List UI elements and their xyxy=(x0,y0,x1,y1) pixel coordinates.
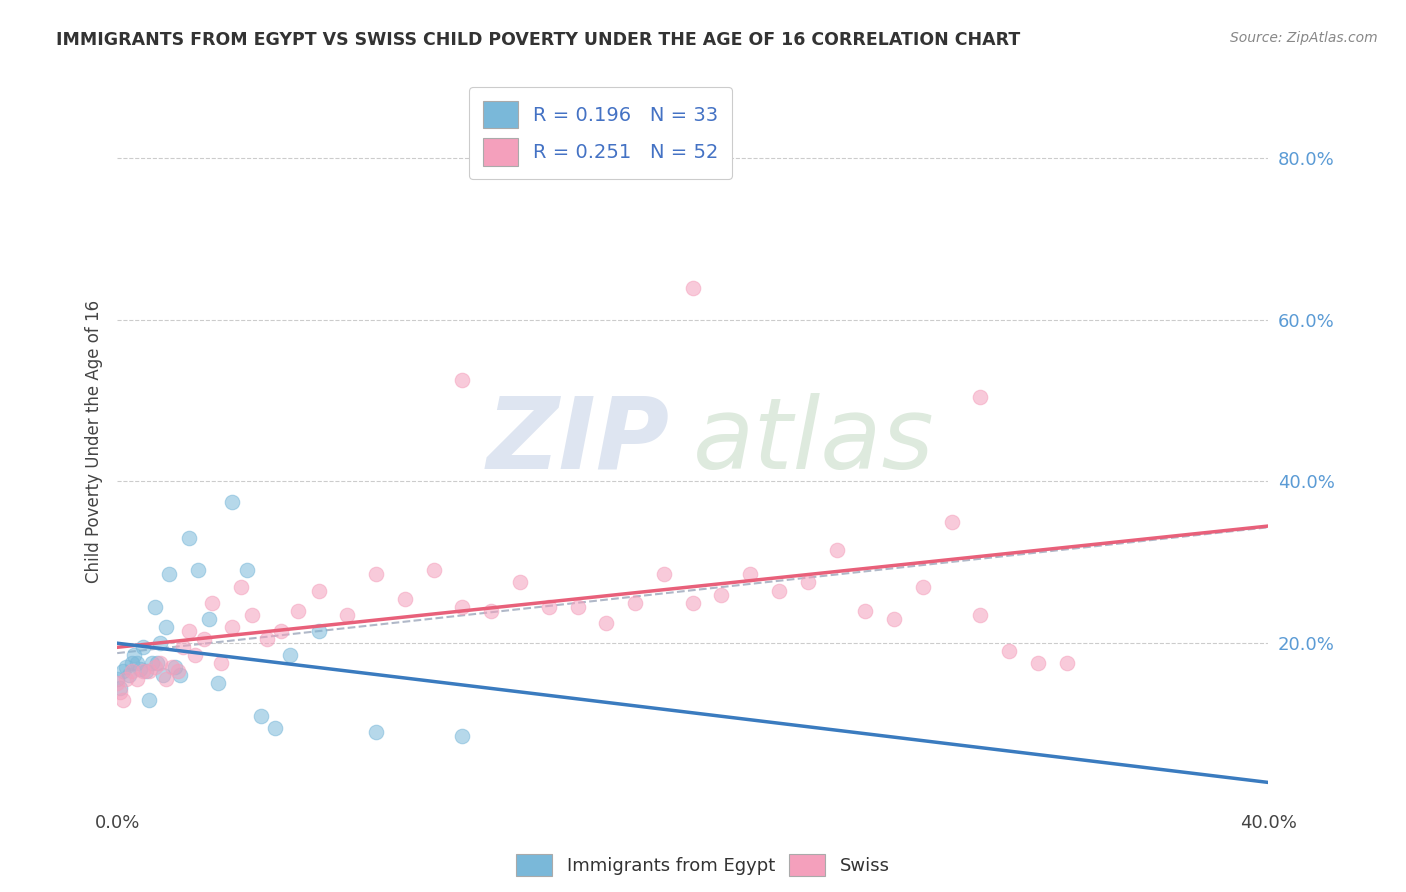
Point xyxy=(998,644,1021,658)
Point xyxy=(682,280,704,294)
Point xyxy=(278,648,301,663)
Point xyxy=(127,657,149,671)
Point xyxy=(111,665,134,679)
Point xyxy=(111,692,134,706)
Point xyxy=(451,374,474,388)
Legend: Immigrants from Egypt, Swiss: Immigrants from Egypt, Swiss xyxy=(509,847,897,883)
Point xyxy=(179,624,201,638)
Point xyxy=(941,515,963,529)
Point xyxy=(172,640,194,654)
Point xyxy=(114,673,136,687)
Point xyxy=(179,531,201,545)
Point xyxy=(509,575,531,590)
Point xyxy=(155,673,177,687)
Point xyxy=(682,596,704,610)
Point xyxy=(308,624,330,638)
Text: IMMIGRANTS FROM EGYPT VS SWISS CHILD POVERTY UNDER THE AGE OF 16 CORRELATION CHA: IMMIGRANTS FROM EGYPT VS SWISS CHILD POV… xyxy=(56,31,1021,49)
Legend: R = 0.196   N = 33, R = 0.251   N = 52: R = 0.196 N = 33, R = 0.251 N = 52 xyxy=(470,87,733,179)
Point xyxy=(969,390,991,404)
Point xyxy=(768,583,790,598)
Point xyxy=(108,681,131,695)
Text: Source: ZipAtlas.com: Source: ZipAtlas.com xyxy=(1230,31,1378,45)
Point xyxy=(567,599,589,614)
Point xyxy=(201,596,224,610)
Point xyxy=(108,684,131,698)
Point xyxy=(193,632,215,646)
Point xyxy=(146,657,169,671)
Point xyxy=(221,620,243,634)
Point xyxy=(209,657,232,671)
Point xyxy=(163,660,186,674)
Y-axis label: Child Poverty Under the Age of 16: Child Poverty Under the Age of 16 xyxy=(86,300,103,582)
Point xyxy=(710,588,733,602)
Point xyxy=(229,580,252,594)
Point xyxy=(235,563,257,577)
Point xyxy=(652,567,675,582)
Point xyxy=(135,665,157,679)
Point xyxy=(1056,657,1078,671)
Point xyxy=(969,607,991,622)
Point xyxy=(155,620,177,634)
Text: atlas: atlas xyxy=(693,392,935,490)
Point xyxy=(825,543,848,558)
Point xyxy=(287,604,309,618)
Point xyxy=(853,604,876,618)
Point xyxy=(624,596,647,610)
Point xyxy=(160,660,183,674)
Point xyxy=(127,673,149,687)
Point xyxy=(1026,657,1049,671)
Point xyxy=(595,615,617,630)
Point xyxy=(124,648,146,663)
Point xyxy=(797,575,820,590)
Point xyxy=(149,636,172,650)
Point xyxy=(308,583,330,598)
Point xyxy=(132,665,155,679)
Point xyxy=(336,607,359,622)
Point xyxy=(152,668,174,682)
Point xyxy=(883,612,905,626)
Point xyxy=(256,632,278,646)
Point xyxy=(537,599,560,614)
Point xyxy=(451,729,474,743)
Point xyxy=(479,604,502,618)
Point xyxy=(138,665,160,679)
Point xyxy=(118,668,141,682)
Point xyxy=(143,599,166,614)
Point xyxy=(740,567,762,582)
Point xyxy=(132,640,155,654)
Point xyxy=(169,668,191,682)
Point xyxy=(366,567,388,582)
Point xyxy=(184,648,207,663)
Point xyxy=(141,657,163,671)
Point xyxy=(114,660,136,674)
Point xyxy=(911,580,934,594)
Point xyxy=(198,612,221,626)
Point xyxy=(121,657,143,671)
Point xyxy=(105,673,128,687)
Point xyxy=(149,657,172,671)
Point xyxy=(143,660,166,674)
Point xyxy=(207,676,229,690)
Point xyxy=(250,708,273,723)
Point xyxy=(270,624,292,638)
Point xyxy=(157,567,180,582)
Point xyxy=(366,725,388,739)
Point xyxy=(166,665,188,679)
Point xyxy=(242,607,264,622)
Point xyxy=(187,563,209,577)
Point xyxy=(451,599,474,614)
Point xyxy=(221,494,243,508)
Point xyxy=(129,662,152,676)
Point xyxy=(422,563,444,577)
Point xyxy=(121,665,143,679)
Point xyxy=(138,692,160,706)
Point xyxy=(105,676,128,690)
Point xyxy=(264,721,287,735)
Text: ZIP: ZIP xyxy=(486,392,669,490)
Point xyxy=(394,591,416,606)
